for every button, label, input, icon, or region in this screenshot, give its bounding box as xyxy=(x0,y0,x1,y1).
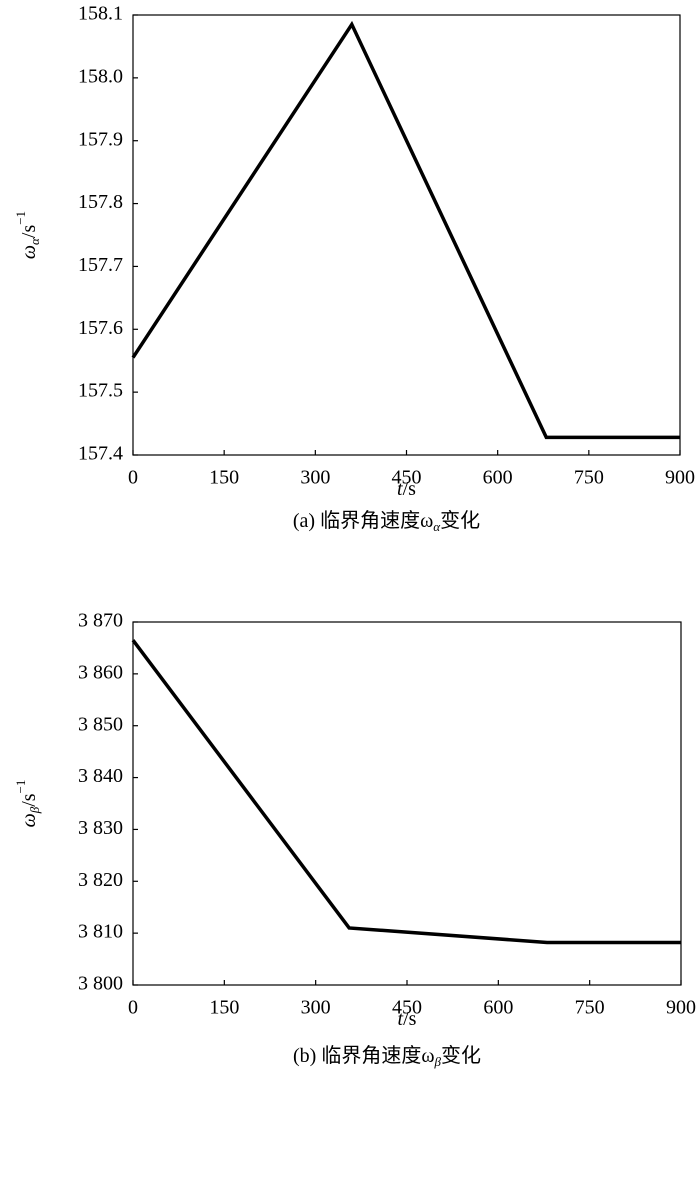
y-tick-label: 3 860 xyxy=(78,661,123,683)
caption-subscript: β xyxy=(434,1054,442,1069)
y-tick-label: 157.9 xyxy=(78,128,123,150)
x-tick-label: 600 xyxy=(483,467,513,489)
chart: 3 800 3 810 3 820 3 830 3 840 3 850 3 860 3 870… xyxy=(13,610,696,1069)
y-tick-label: 3 840 xyxy=(78,765,123,787)
y-label-unit: /s xyxy=(18,793,40,807)
y-tick-label: 157.5 xyxy=(78,380,123,402)
x-tick-label: 450 xyxy=(392,997,422,1019)
caption-end: 变化 xyxy=(440,509,480,532)
y-label-superscript: −1 xyxy=(13,211,28,225)
x-axis-label: t/s xyxy=(397,478,416,500)
x-label-unit: /s xyxy=(403,1008,417,1030)
caption: (b) 临界角速度ωβ变化 xyxy=(293,1044,481,1069)
y-label-symbol: ω xyxy=(18,245,40,259)
y-label-unit: /s xyxy=(18,225,40,239)
y-tick-label: 3 830 xyxy=(78,817,123,839)
caption: (a) 临界角速度ωα变化 xyxy=(293,509,480,534)
chart: 157.4 157.5 157.6 157.7 157.8 157.9 158.0 158.1… xyxy=(13,3,695,534)
y-tick-label: 3 870 xyxy=(78,610,123,632)
x-label-unit: /s xyxy=(403,478,417,500)
x-tick-label: 750 xyxy=(575,997,605,1019)
y-axis-label: ωα/s−1 xyxy=(13,211,42,259)
y-label-symbol: ω xyxy=(18,813,40,827)
data-line xyxy=(131,20,680,440)
y-tick-label: 3 820 xyxy=(78,869,123,891)
x-tick-label: 900 xyxy=(665,467,695,489)
caption-main: (b) 临界角速度ω xyxy=(293,1044,434,1067)
y-tick-label: 157.4 xyxy=(78,443,123,465)
y-label-superscript: −1 xyxy=(13,780,28,794)
x-tick-label: 900 xyxy=(666,997,696,1019)
caption-main: (a) 临界角速度ω xyxy=(293,509,433,532)
y-tick-label: 157.7 xyxy=(78,254,123,276)
x-tick-label: 0 xyxy=(128,997,138,1019)
y-tick-label: 3 810 xyxy=(78,921,123,943)
x-tick-label: 450 xyxy=(392,467,422,489)
x-tick-label: 600 xyxy=(483,997,513,1019)
caption-subscript: α xyxy=(433,519,441,534)
y-tick-label: 157.8 xyxy=(78,191,123,213)
data-line xyxy=(131,639,681,945)
y-tick-label: 158.1 xyxy=(78,3,123,25)
x-tick-label: 0 xyxy=(128,467,138,489)
x-tick-label: 150 xyxy=(209,997,239,1019)
x-tick-label: 300 xyxy=(300,467,330,489)
x-label-symbol: t xyxy=(397,478,403,500)
y-label-subscript: β xyxy=(27,806,42,814)
x-tick-label: 150 xyxy=(209,467,239,489)
y-label-subscript: α xyxy=(27,237,42,245)
y-tick-label: 3 850 xyxy=(78,713,123,735)
x-tick-label: 750 xyxy=(574,467,604,489)
y-tick-label: 157.6 xyxy=(78,317,123,339)
x-axis-label: t/s xyxy=(398,1008,417,1030)
y-axis-label: ωβ/s−1 xyxy=(13,780,42,828)
caption-end: 变化 xyxy=(441,1044,481,1067)
y-tick-label: 3 800 xyxy=(78,973,123,995)
x-tick-label: 300 xyxy=(301,997,331,1019)
y-tick-label: 158.0 xyxy=(78,65,123,87)
x-label-symbol: t xyxy=(398,1008,404,1030)
